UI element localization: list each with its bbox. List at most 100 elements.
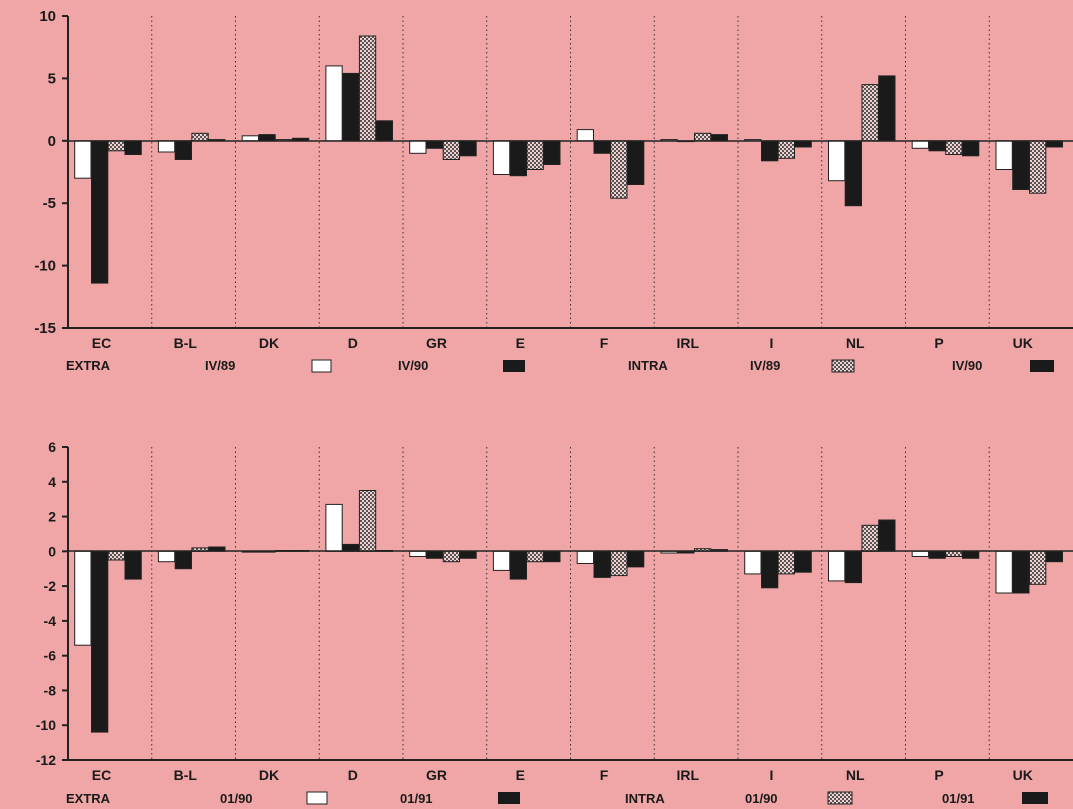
x-tick-label-irl: IRL xyxy=(676,335,699,351)
bar-nl-intra-iv-89 xyxy=(861,84,879,142)
bar-nl-intra-01-91 xyxy=(878,519,896,552)
legend-top-intra-label: INTRA xyxy=(628,358,668,373)
bar-e-extra-01-90 xyxy=(492,550,511,571)
chart-top-bars xyxy=(74,35,1063,284)
x-tick-label-nl: NL xyxy=(846,335,865,351)
x-tick-label-i: I xyxy=(770,767,774,783)
bar-p-extra-01-90 xyxy=(911,550,930,557)
x-tick-label-uk: UK xyxy=(1013,335,1033,351)
x-tick-label-dk: DK xyxy=(259,335,279,351)
chart-top-separators xyxy=(151,16,990,328)
bar-uk-extra-01-91 xyxy=(1012,550,1030,594)
bar-gr-extra-iv-89 xyxy=(409,140,427,154)
bar-p-intra-iv-90 xyxy=(962,140,980,157)
x-tick-label-b-l: B-L xyxy=(174,335,198,351)
bar-uk-extra-iv-90 xyxy=(1012,140,1030,191)
legend-bottom-intra-p2: 01/91 xyxy=(942,791,975,806)
bar-ec-extra-iv-90 xyxy=(91,140,109,284)
x-tick-label-p: P xyxy=(934,335,943,351)
bar-e-intra-iv-89 xyxy=(526,140,544,171)
bar-e-extra-iv-90 xyxy=(509,140,528,177)
bar-i-extra-iv-90 xyxy=(761,140,779,162)
bar-uk-extra-01-90 xyxy=(995,550,1013,594)
y-tick-label: 0 xyxy=(48,133,56,150)
legend-bottom-intra-label: INTRA xyxy=(625,791,665,806)
bar-dk-extra-iv-89 xyxy=(241,135,259,142)
bar-f-extra-iv-89 xyxy=(576,129,595,142)
bar-uk-intra-01-90 xyxy=(1029,550,1047,585)
bar-uk-intra-01-91 xyxy=(1045,550,1063,563)
x-tick-label-gr: GR xyxy=(426,335,447,351)
x-tick-label-i: I xyxy=(770,335,774,351)
bar-uk-intra-iv-89 xyxy=(1029,140,1047,194)
legend-top-intra-p1-swatch xyxy=(831,359,855,373)
bar-i-intra-01-91 xyxy=(794,550,812,573)
bar-d-intra-01-90 xyxy=(358,490,377,552)
bar-gr-intra-iv-90 xyxy=(459,140,477,157)
x-tick-label-ec: EC xyxy=(92,335,111,351)
chart-bottom-x-labels: EC B-L DK D GR E F IRL I NL P UK xyxy=(92,767,1033,783)
bar-p-extra-iv-89 xyxy=(911,140,930,149)
bar-d-extra-iv-90 xyxy=(342,72,360,142)
bar-nl-extra-iv-89 xyxy=(828,140,846,182)
bar-f-intra-01-90 xyxy=(610,550,628,577)
chart-top: 10 5 0 -5 -10 -15 EC B-L DK D GR E F IRL I NL P UK EXTRA… xyxy=(34,8,1073,373)
bar-p-extra-iv-90 xyxy=(928,140,946,152)
bar-irl-intra-iv-90 xyxy=(710,134,729,142)
y-tick-label: 0 xyxy=(48,543,56,559)
bar-f-extra-01-90 xyxy=(576,550,595,564)
bar-nl-intra-iv-90 xyxy=(878,75,896,142)
y-tick-label: -15 xyxy=(34,320,56,337)
legend-top-intra-p2-swatch xyxy=(1030,360,1054,372)
bar-b-l-extra-iv-89 xyxy=(157,140,176,153)
legend-bottom-extra-label: EXTRA xyxy=(66,791,111,806)
bar-f-extra-01-91 xyxy=(593,550,611,578)
y-tick-label: -2 xyxy=(44,578,57,594)
legend-bottom-extra-p1: 01/90 xyxy=(220,791,253,806)
legend-top-intra-p1: IV/89 xyxy=(750,358,780,373)
bar-gr-intra-iv-89 xyxy=(442,140,461,161)
bar-ec-intra-01-91 xyxy=(124,550,142,580)
chart-bottom-separators xyxy=(151,447,990,760)
chart-top-x-labels: EC B-L DK D GR E F IRL I NL P UK xyxy=(92,335,1033,351)
legend-bottom-extra-p1-swatch xyxy=(306,791,328,805)
y-tick-label: 4 xyxy=(48,474,56,490)
y-tick-label: 10 xyxy=(39,8,56,25)
bar-ec-intra-iv-90 xyxy=(124,140,142,156)
legend-top-extra-p1: IV/89 xyxy=(205,358,235,373)
y-tick-label: 6 xyxy=(48,439,56,455)
legend-top-extra-p2-swatch xyxy=(503,360,525,372)
x-tick-label-nl: NL xyxy=(846,767,865,783)
bar-e-extra-01-91 xyxy=(509,550,528,580)
bar-p-intra-01-91 xyxy=(962,550,980,559)
bar-e-intra-01-90 xyxy=(526,550,544,563)
bar-d-extra-01-90 xyxy=(325,503,343,552)
bar-ec-extra-01-90 xyxy=(74,550,92,646)
bar-uk-extra-iv-89 xyxy=(995,140,1013,171)
bar-e-intra-iv-90 xyxy=(543,140,561,166)
y-tick-label: 2 xyxy=(48,509,56,525)
bar-gr-extra-01-90 xyxy=(409,550,427,557)
bar-d-intra-iv-89 xyxy=(358,35,377,142)
bar-p-extra-01-91 xyxy=(928,550,946,559)
x-tick-label-d: D xyxy=(348,335,358,351)
y-tick-label: -5 xyxy=(43,195,56,212)
chart-top-y-ticks: 10 5 0 -5 -10 -15 xyxy=(34,8,68,337)
bar-ec-extra-iv-89 xyxy=(74,140,92,179)
bar-ec-extra-01-91 xyxy=(91,550,109,733)
legend-bottom-intra-p1-swatch xyxy=(827,791,853,805)
legend-bottom-intra-p2-swatch xyxy=(1022,792,1048,804)
y-tick-label: -8 xyxy=(44,682,57,698)
bar-f-intra-01-91 xyxy=(627,550,645,568)
bar-ec-intra-01-90 xyxy=(107,550,125,561)
y-tick-label: -10 xyxy=(34,258,56,275)
bar-e-extra-iv-89 xyxy=(492,140,511,176)
x-tick-label-dk: DK xyxy=(259,767,279,783)
y-tick-label: -12 xyxy=(36,752,56,768)
bar-gr-intra-01-90 xyxy=(442,550,461,563)
x-tick-label-uk: UK xyxy=(1013,767,1033,783)
x-tick-label-f: F xyxy=(600,335,609,351)
chart-bottom-bars xyxy=(74,490,1063,733)
legend-top-extra-label: EXTRA xyxy=(66,358,111,373)
